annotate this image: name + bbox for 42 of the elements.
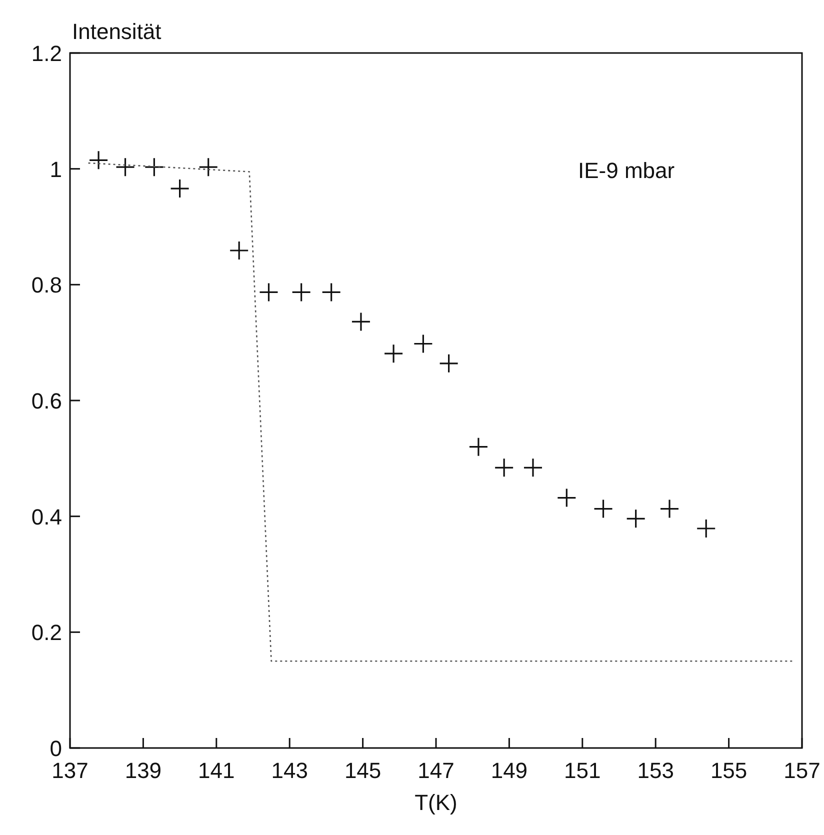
point <box>322 282 342 302</box>
y-tick-label: 0.8 <box>31 272 62 298</box>
x-axis-title: T(K) <box>414 790 458 815</box>
point <box>660 499 680 519</box>
point <box>593 499 614 519</box>
point <box>229 240 249 260</box>
x-tick-label: 147 <box>418 758 454 783</box>
x-tick-label: 141 <box>198 758 235 783</box>
y-tick-label: 1 <box>50 156 62 182</box>
x-tick-label: 153 <box>637 758 674 783</box>
y-tick-label: 0.2 <box>31 620 62 646</box>
y-axis-title: Intensität <box>72 19 162 44</box>
point <box>413 334 433 354</box>
point <box>351 312 371 332</box>
annotation: IE-9 mbar <box>578 158 675 183</box>
x-tick-label: 139 <box>124 758 162 783</box>
y-tick-label: 0.6 <box>31 388 62 414</box>
x-tick-label: 145 <box>344 758 382 783</box>
y-tick-label: 0.4 <box>31 504 62 530</box>
y-tick-label: 0 <box>50 736 62 761</box>
point <box>198 157 218 177</box>
point <box>439 354 459 374</box>
y-tick-label: 1.2 <box>31 41 62 66</box>
x-tick-label: 143 <box>271 758 308 783</box>
point <box>258 282 279 302</box>
point <box>523 458 543 478</box>
point <box>88 150 108 170</box>
x-tick-label: 149 <box>490 758 528 783</box>
point <box>494 458 514 478</box>
point <box>556 488 576 508</box>
point <box>292 282 312 302</box>
point <box>170 178 190 198</box>
point <box>384 344 404 364</box>
x-tick-label: 157 <box>784 758 820 783</box>
point <box>468 437 488 457</box>
x-tick-label: 151 <box>564 758 601 783</box>
point <box>626 508 646 528</box>
x-tick-label: 137 <box>52 758 88 783</box>
point <box>115 157 136 177</box>
point <box>696 518 716 538</box>
x-tick-label: 155 <box>710 758 748 783</box>
point <box>144 157 164 177</box>
